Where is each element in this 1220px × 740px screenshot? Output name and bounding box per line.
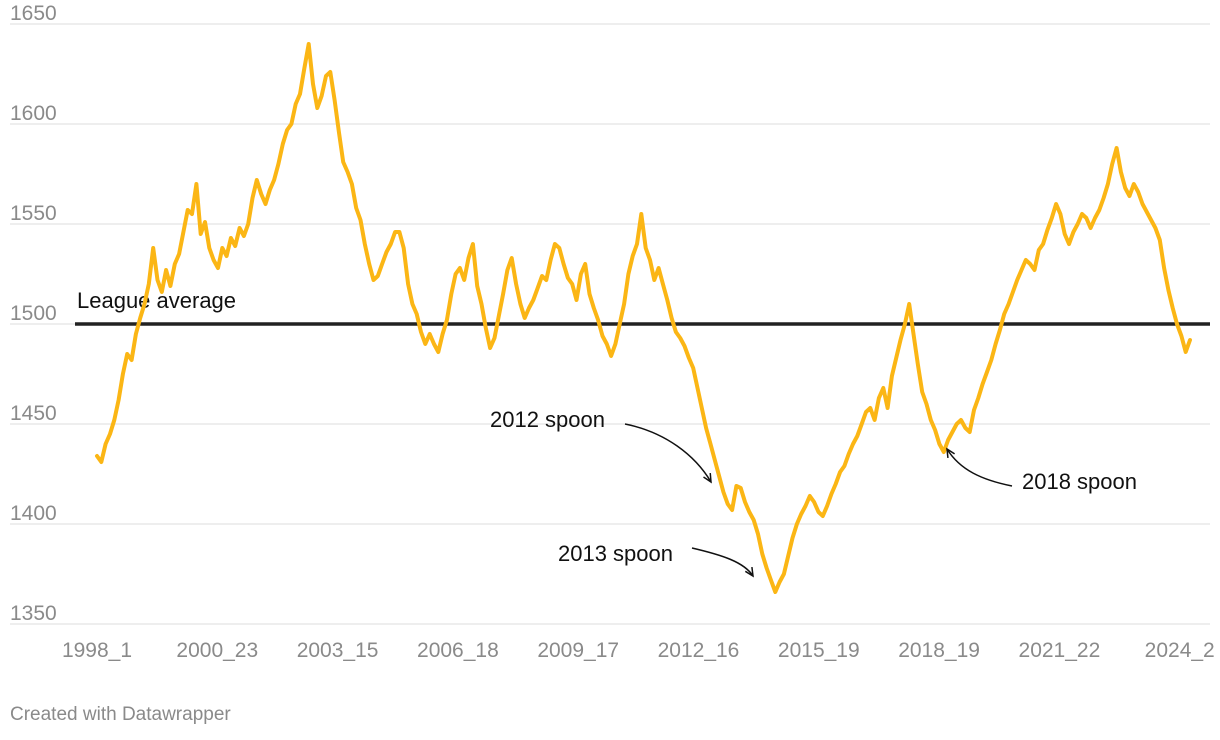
annotation-0: 2012 spoon <box>490 407 712 484</box>
x-tick-label: 1998_1 <box>62 639 132 662</box>
x-tick-label: 2015_19 <box>778 639 860 662</box>
annotation-2: 2018 spoon <box>946 447 1137 494</box>
annotation-label: 2012 spoon <box>490 407 605 432</box>
annotation-arrow <box>691 547 754 577</box>
annotation-arrow <box>946 448 1013 487</box>
y-tick-label: 1350 <box>10 602 57 625</box>
league-average-label: League average <box>77 288 236 313</box>
y-tick-label: 1650 <box>10 2 57 25</box>
x-tick-label: 2012_16 <box>658 639 740 662</box>
y-tick-label: 1500 <box>10 302 57 325</box>
x-tick-label: 2021_22 <box>1019 639 1101 662</box>
y-tick-label: 1400 <box>10 502 57 525</box>
y-tick-label: 1600 <box>10 102 57 125</box>
arrow-head <box>744 566 754 578</box>
x-tick-label: 2000_23 <box>176 639 258 662</box>
y-tick-label: 1450 <box>10 402 57 425</box>
annotation-arrow <box>624 423 712 483</box>
x-axis-ticks: 1998_1 2000_23 2003_15 2006_18 2009_17 2012_1… <box>62 639 1215 662</box>
x-tick-label: 2009_17 <box>537 639 619 662</box>
annotation-layer: 2012 spoon 2013 spoon 2018 spoon <box>490 407 1137 578</box>
credit-footer: Created with Datawrapper <box>10 704 231 725</box>
x-tick-label: 2003_15 <box>297 639 379 662</box>
reference-line-group: League average <box>75 288 1210 326</box>
x-tick-label: 2006_18 <box>417 639 499 662</box>
series-line-0 <box>95 42 1192 594</box>
arrow-head <box>946 447 955 459</box>
annotation-label: 2013 spoon <box>558 541 673 566</box>
arrow-head <box>703 472 712 484</box>
annotation-label: 2018 spoon <box>1022 469 1137 494</box>
line-chart: 1350 1400 1450 1500 1550 1600 1650 1998_1 2000_… <box>10 2 1215 662</box>
annotation-1: 2013 spoon <box>558 541 754 578</box>
series-layer <box>95 42 1192 594</box>
x-tick-label: 2024_2 <box>1145 639 1215 662</box>
y-tick-label: 1550 <box>10 202 57 225</box>
x-tick-label: 2018_19 <box>898 639 980 662</box>
y-axis-ticks: 1350 1400 1450 1500 1550 1600 1650 <box>10 2 57 625</box>
